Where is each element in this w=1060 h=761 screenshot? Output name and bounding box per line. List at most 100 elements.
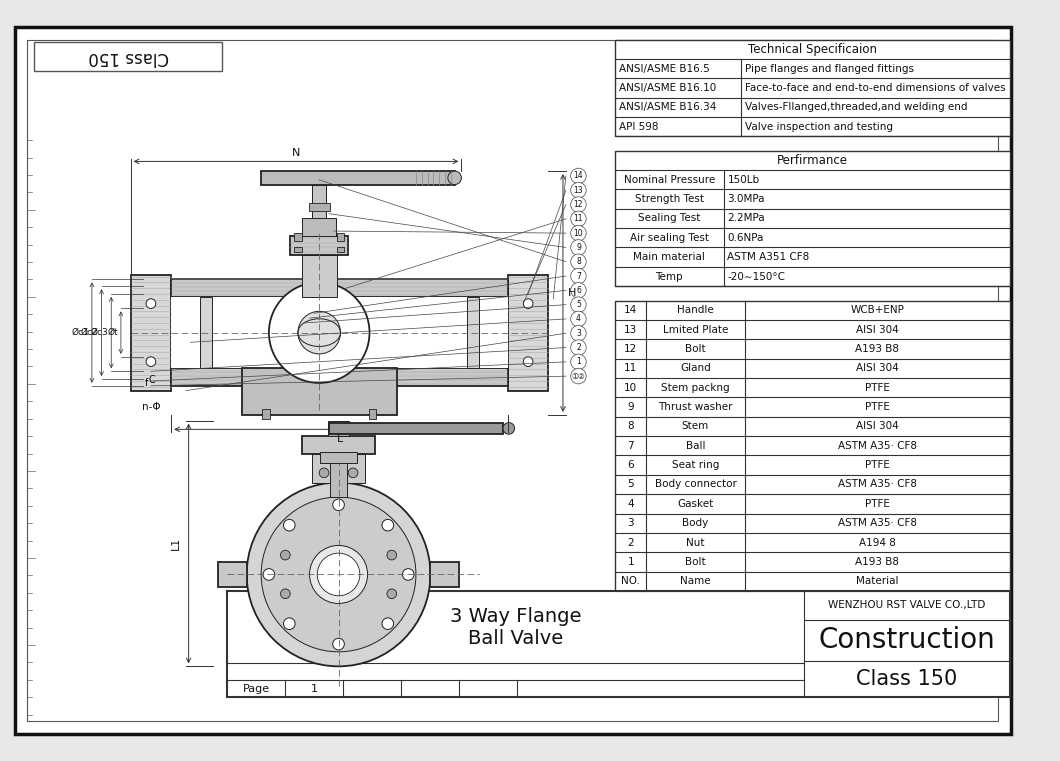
- Text: ASTM A35· CF8: ASTM A35· CF8: [837, 518, 917, 528]
- Circle shape: [146, 357, 156, 367]
- Circle shape: [570, 326, 586, 341]
- Circle shape: [298, 311, 340, 354]
- Bar: [302, 218, 336, 236]
- Circle shape: [570, 311, 586, 326]
- Text: Bolt: Bolt: [685, 557, 706, 567]
- Text: PTFE: PTFE: [865, 460, 889, 470]
- Text: AISI 304: AISI 304: [856, 422, 899, 431]
- Bar: [337, 233, 344, 240]
- Text: Øt: Øt: [107, 328, 118, 337]
- Circle shape: [283, 520, 295, 531]
- Bar: [294, 247, 302, 253]
- Circle shape: [382, 618, 393, 629]
- Text: 0.6NPa: 0.6NPa: [727, 233, 764, 243]
- Text: Seat ring: Seat ring: [672, 460, 719, 470]
- Bar: [302, 255, 337, 297]
- Text: H: H: [568, 288, 577, 298]
- Bar: [242, 368, 396, 415]
- Text: Strength Test: Strength Test: [635, 194, 704, 204]
- Text: -20∼150°C: -20∼150°C: [727, 272, 785, 282]
- Text: L: L: [336, 435, 342, 444]
- Circle shape: [570, 197, 586, 212]
- Circle shape: [382, 520, 393, 531]
- Text: Øc2: Øc2: [81, 328, 99, 337]
- Circle shape: [570, 297, 586, 312]
- Text: Bolt: Bolt: [685, 344, 706, 354]
- Text: N: N: [292, 148, 300, 158]
- Text: Handle: Handle: [677, 305, 713, 315]
- Circle shape: [281, 550, 290, 560]
- Text: NO.: NO.: [621, 576, 640, 586]
- Bar: [172, 297, 508, 368]
- Circle shape: [570, 183, 586, 198]
- Text: Gland: Gland: [681, 364, 711, 374]
- Text: PTFE: PTFE: [865, 383, 889, 393]
- Text: Material: Material: [856, 576, 899, 586]
- Bar: [308, 203, 330, 211]
- Bar: [369, 409, 376, 419]
- Bar: [330, 463, 348, 497]
- Circle shape: [387, 589, 396, 599]
- Bar: [320, 451, 357, 463]
- Bar: [261, 171, 455, 185]
- Text: A193 B8: A193 B8: [855, 557, 899, 567]
- Text: 14: 14: [573, 171, 583, 180]
- Text: Stem: Stem: [682, 422, 709, 431]
- Text: 9: 9: [628, 402, 634, 412]
- Text: 3.0MPa: 3.0MPa: [727, 194, 765, 204]
- Text: Ball: Ball: [686, 441, 705, 451]
- Text: PTFE: PTFE: [865, 498, 889, 509]
- Text: API 598: API 598: [619, 122, 658, 132]
- Circle shape: [333, 638, 344, 650]
- Text: A194 8: A194 8: [859, 537, 896, 547]
- Text: 2: 2: [628, 537, 634, 547]
- Text: Valves-Fllanged,threaded,and welding end: Valves-Fllanged,threaded,and welding end: [745, 102, 968, 112]
- Text: Body connector: Body connector: [654, 479, 737, 489]
- Text: 8: 8: [628, 422, 634, 431]
- Circle shape: [570, 269, 586, 284]
- Text: 13: 13: [573, 186, 583, 195]
- Bar: [615, 151, 1010, 286]
- Text: ANSI/ASME B16.10: ANSI/ASME B16.10: [619, 83, 717, 93]
- Bar: [615, 40, 1010, 136]
- Bar: [34, 43, 223, 72]
- Bar: [312, 454, 365, 482]
- Text: ①②: ①②: [571, 371, 585, 380]
- Circle shape: [146, 299, 156, 308]
- Text: 3: 3: [628, 518, 634, 528]
- Text: 4: 4: [628, 498, 634, 509]
- Text: Gasket: Gasket: [677, 498, 713, 509]
- Circle shape: [319, 468, 329, 478]
- Text: 13: 13: [624, 325, 637, 335]
- Bar: [328, 421, 349, 436]
- Bar: [130, 275, 172, 390]
- Text: Nut: Nut: [686, 537, 705, 547]
- Circle shape: [403, 568, 414, 580]
- Text: ASTM A35· CF8: ASTM A35· CF8: [837, 479, 917, 489]
- Text: 2: 2: [576, 343, 581, 352]
- Bar: [172, 279, 508, 297]
- Circle shape: [570, 354, 586, 370]
- Text: Page: Page: [243, 683, 270, 693]
- Text: Nominal Pressure: Nominal Pressure: [623, 175, 716, 185]
- Text: 1: 1: [311, 683, 318, 693]
- Text: ANSI/ASME B16.5: ANSI/ASME B16.5: [619, 64, 710, 74]
- Text: ASTM A35· CF8: ASTM A35· CF8: [837, 441, 917, 451]
- Circle shape: [448, 171, 461, 185]
- Text: Technical Specificaion: Technical Specificaion: [748, 43, 877, 56]
- Text: Lmited Plate: Lmited Plate: [662, 325, 728, 335]
- Text: 5: 5: [576, 300, 581, 309]
- Text: Construction: Construction: [818, 626, 995, 654]
- Circle shape: [349, 468, 358, 478]
- Text: 6: 6: [576, 286, 581, 295]
- Text: Body: Body: [683, 518, 708, 528]
- Text: AISI 304: AISI 304: [856, 325, 899, 335]
- Text: 1: 1: [628, 557, 634, 567]
- Text: ANSI/ASME B16.34: ANSI/ASME B16.34: [619, 102, 717, 112]
- Text: Øc3: Øc3: [90, 328, 108, 337]
- Text: Øc1: Øc1: [71, 328, 89, 337]
- Text: 1: 1: [576, 358, 581, 366]
- Text: Name: Name: [681, 576, 711, 586]
- Bar: [172, 368, 508, 386]
- Circle shape: [524, 299, 533, 308]
